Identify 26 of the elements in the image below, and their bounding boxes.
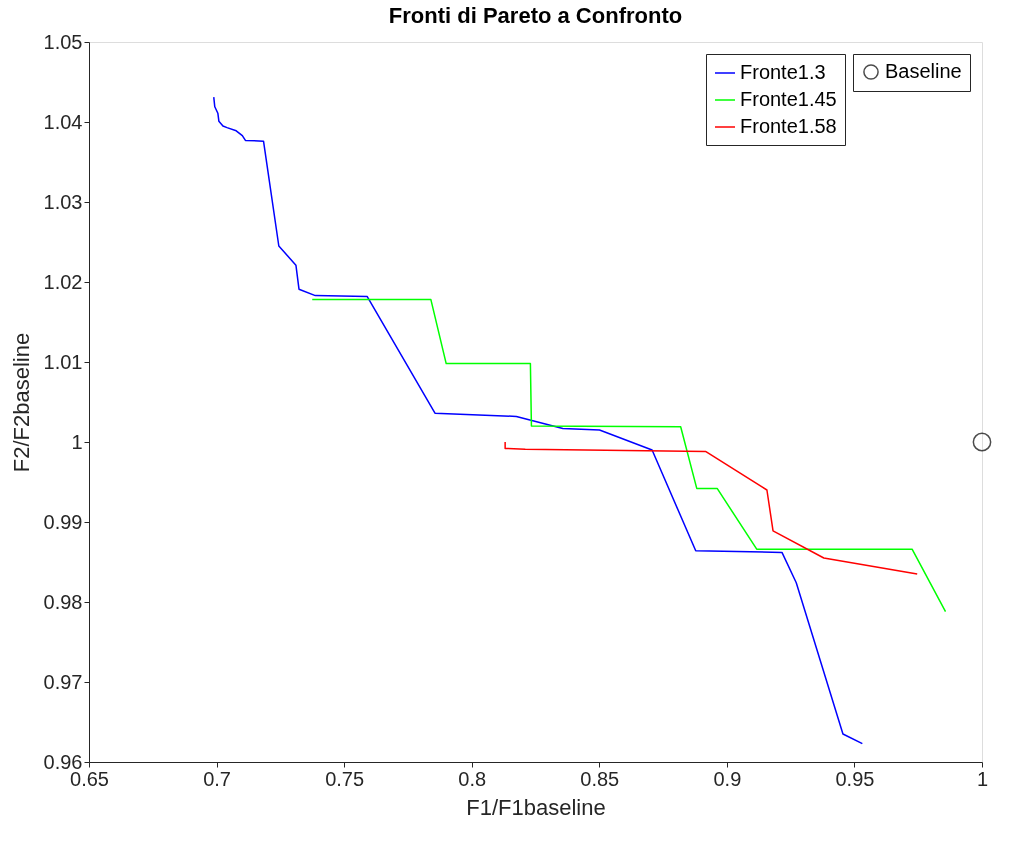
x-tick-label: 0.75 xyxy=(325,767,365,790)
y-tick-label: 0.99 xyxy=(43,510,83,533)
x-tick-label: 0.85 xyxy=(580,767,620,790)
legend-label: Fronte1.58 xyxy=(740,115,837,137)
line-series xyxy=(311,298,947,613)
y-tick-label: 1.04 xyxy=(43,110,83,133)
y-tick-label: 1.03 xyxy=(43,190,83,213)
chart-title: Fronti di Pareto a Confronto xyxy=(388,3,683,28)
y-tick-label: 1.05 xyxy=(43,30,83,53)
y-tick-label: 0.97 xyxy=(43,670,83,693)
x-tick-label: 0.95 xyxy=(835,767,875,790)
x-tick-label: 0.9 xyxy=(713,767,742,790)
y-tick-label: 1.01 xyxy=(43,350,83,373)
legend-label: Baseline xyxy=(885,60,962,82)
legend-label: Fronte1.3 xyxy=(740,61,826,83)
y-tick-label: 1 xyxy=(71,430,83,453)
line-series xyxy=(504,441,918,575)
y-axis-title: F2/F2baseline xyxy=(8,332,34,473)
x-tick-label: 1 xyxy=(976,767,989,790)
legend-label: Fronte1.45 xyxy=(740,88,837,110)
x-tick-label: 0.8 xyxy=(458,767,487,790)
y-tick-label: 0.96 xyxy=(43,750,83,773)
x-axis-title: F1/F1baseline xyxy=(466,794,606,820)
x-tick-label: 0.7 xyxy=(203,767,231,790)
y-tick-label: 0.98 xyxy=(43,590,83,613)
y-tick-label: 1.02 xyxy=(43,270,83,293)
